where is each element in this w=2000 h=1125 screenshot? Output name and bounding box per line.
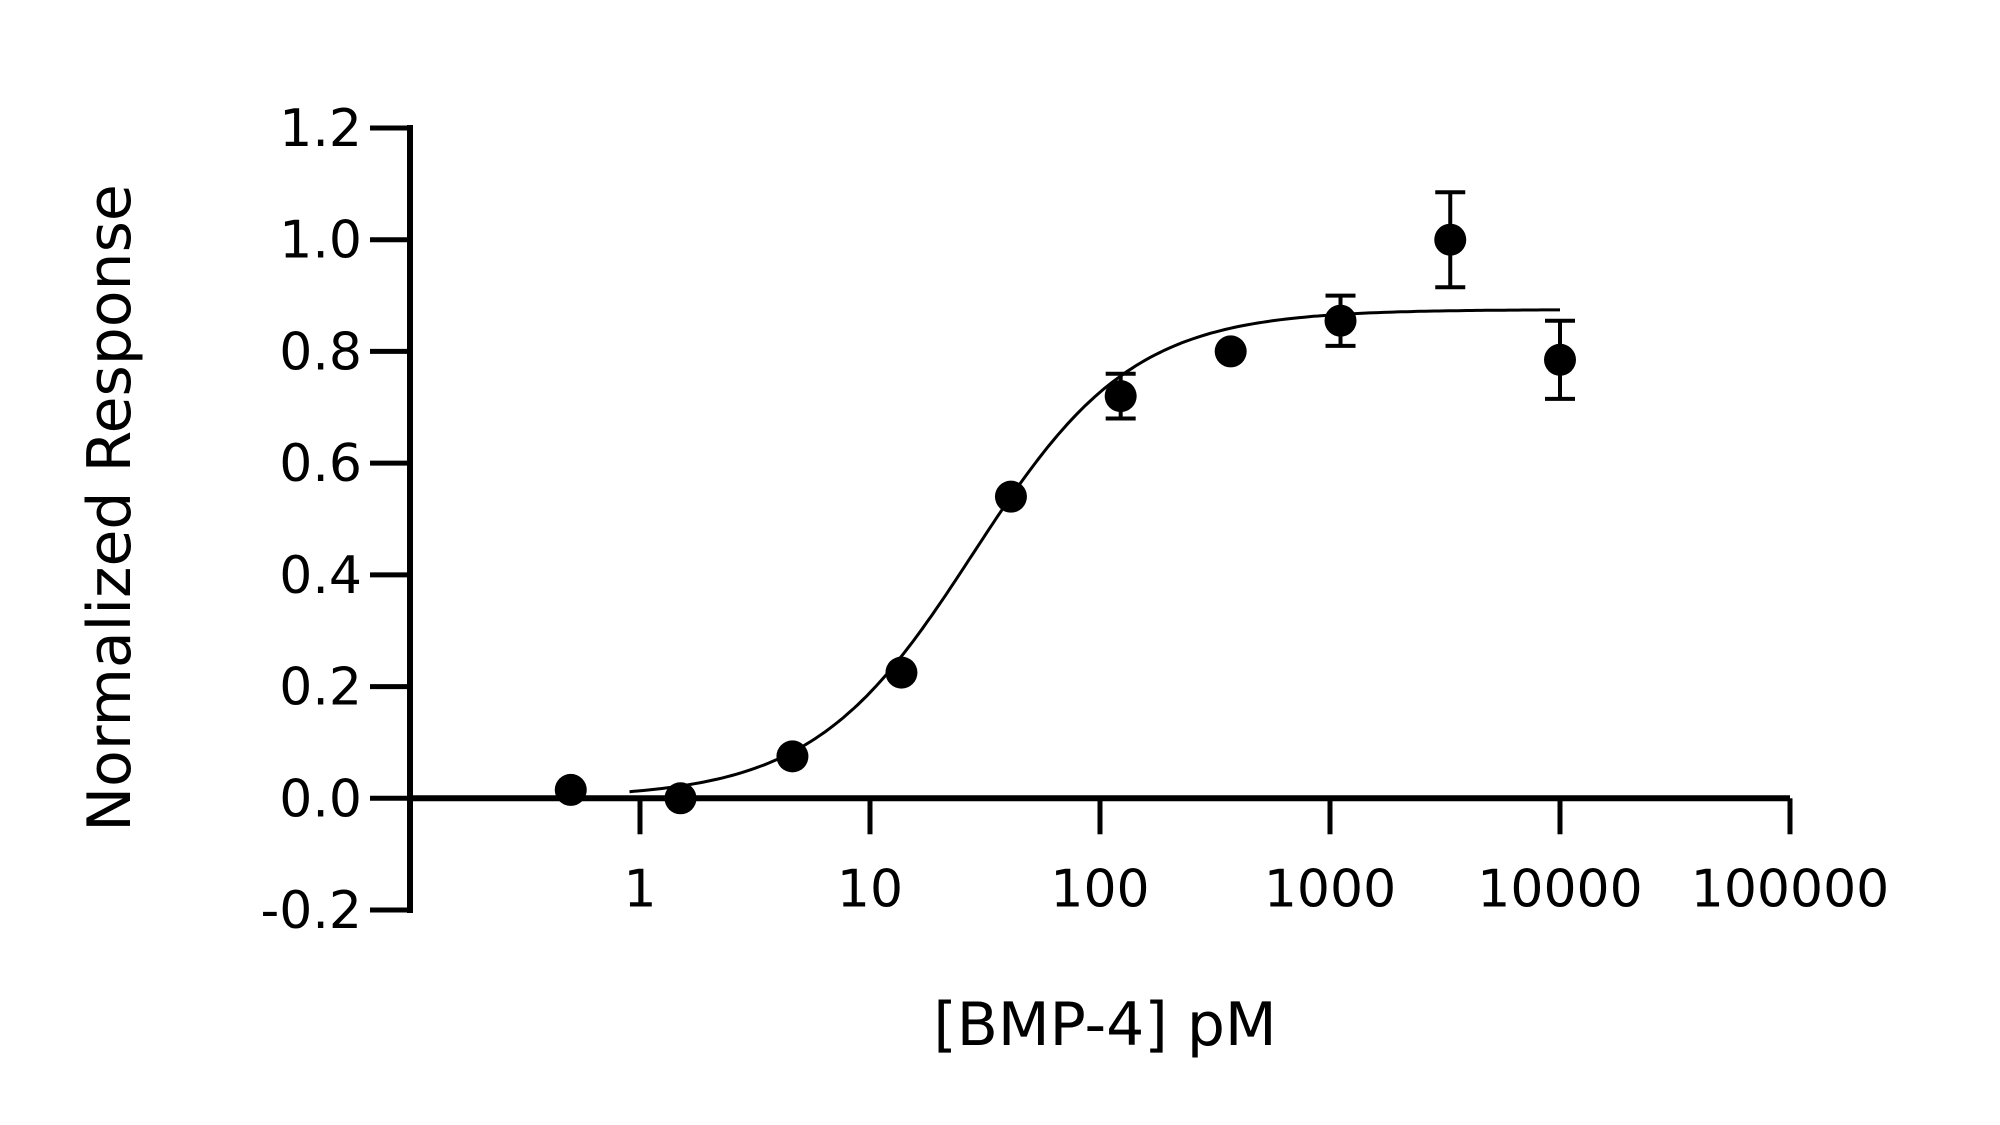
x-tick-label: 1 bbox=[623, 859, 656, 919]
x-ticks: 1 10 100 1000 10000 100000 bbox=[623, 798, 1889, 919]
x-tick-label: 100 bbox=[1050, 859, 1149, 919]
y-tick-label: -0.2 bbox=[261, 881, 362, 941]
data-point bbox=[1544, 343, 1576, 376]
data-point bbox=[994, 480, 1027, 513]
x-tick-label: 10000 bbox=[1477, 859, 1642, 919]
x-tick-label: 1000 bbox=[1264, 859, 1396, 919]
y-ticks: -0.2 0.0 0.2 0.4 0.6 0.8 1.0 1.2 bbox=[261, 99, 410, 941]
data-point bbox=[1324, 304, 1357, 337]
data-point bbox=[1214, 335, 1247, 368]
x-axis-title: [BMP-4] pM bbox=[933, 990, 1276, 1060]
y-tick-label: 0.6 bbox=[279, 434, 362, 494]
y-tick-label: 1.0 bbox=[279, 211, 362, 271]
y-tick-label: 1.2 bbox=[279, 99, 362, 159]
data-point bbox=[664, 782, 697, 815]
data-point bbox=[554, 773, 587, 806]
y-tick-label: 0.2 bbox=[279, 658, 362, 718]
data-point bbox=[1104, 380, 1137, 413]
data-points bbox=[554, 190, 1576, 815]
data-point bbox=[776, 740, 809, 773]
data-point bbox=[1434, 223, 1467, 256]
fit-curve bbox=[629, 308, 1560, 794]
data-point bbox=[885, 656, 918, 689]
x-tick-label: 10 bbox=[837, 859, 903, 919]
y-tick-label: 0.8 bbox=[279, 322, 362, 382]
y-axis-title: Normalized Response bbox=[75, 184, 145, 832]
y-tick-label: 0.4 bbox=[279, 546, 362, 606]
y-tick-label: 0.0 bbox=[279, 769, 362, 829]
x-tick-label: 100000 bbox=[1691, 859, 1890, 919]
axes bbox=[407, 125, 1790, 913]
